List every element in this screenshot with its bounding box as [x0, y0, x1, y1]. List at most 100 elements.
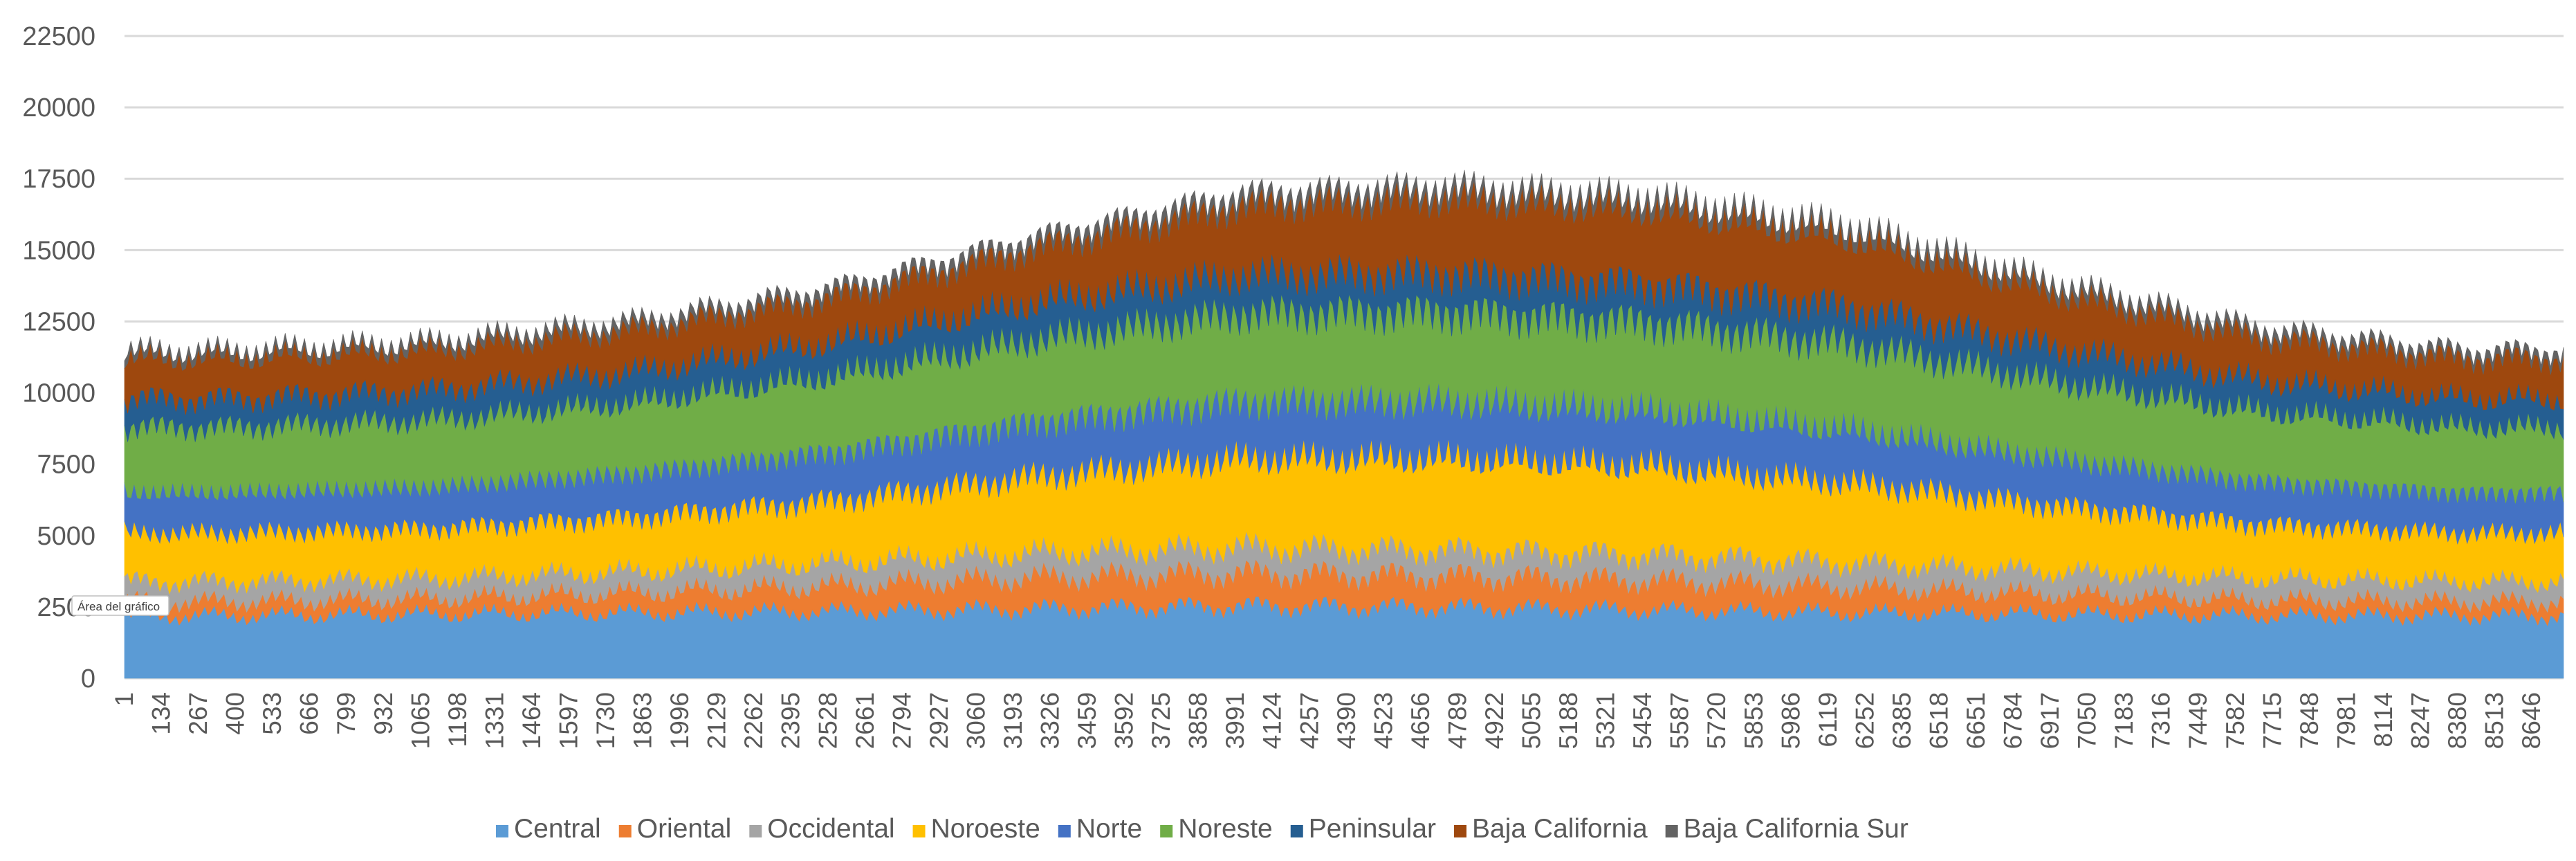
x-tick-label: 6518: [1925, 692, 1953, 749]
y-tick-label: 20000: [22, 93, 95, 123]
legend-item-noroeste[interactable]: Noroeste: [912, 814, 1040, 844]
legend-swatch: [1290, 825, 1303, 837]
x-tick-label: 267: [184, 692, 212, 735]
x-tick-label: 3193: [999, 692, 1027, 749]
x-tick-label: 1: [110, 692, 138, 707]
x-tick-label: 6385: [1888, 692, 1916, 749]
x-tick-label: 3592: [1110, 692, 1139, 749]
x-tick-label: 932: [369, 692, 398, 735]
series-area-baja-california-sur[interactable]: [124, 170, 2564, 375]
x-tick-label: 6119: [1814, 692, 1842, 747]
x-tick-label: 666: [295, 692, 324, 735]
x-tick-label: 7316: [2147, 692, 2175, 749]
x-tick-label: 2262: [739, 692, 768, 749]
x-tick-label: 1730: [591, 692, 620, 749]
x-tick-label: 1331: [480, 692, 508, 749]
x-tick-label: 1597: [555, 692, 583, 749]
plot-area[interactable]: [124, 170, 2564, 679]
x-tick-label: 3326: [1036, 692, 1065, 749]
legend-item-oriental[interactable]: Oriental: [618, 814, 732, 844]
legend-label: Central: [514, 814, 601, 844]
x-tick-label: 6917: [2036, 692, 2064, 749]
y-tick-label: 7500: [37, 451, 95, 480]
legend-swatch: [1665, 825, 1678, 837]
legend-swatch: [618, 825, 632, 837]
x-tick-label: 6784: [1999, 692, 2027, 749]
legend-swatch: [912, 825, 926, 837]
x-tick-label: 1996: [665, 692, 694, 749]
legend-item-norte[interactable]: Norte: [1058, 814, 1142, 844]
legend-label: Oriental: [637, 814, 732, 844]
y-axis: 0250050007500100001250015000175002000022…: [22, 22, 95, 694]
x-tick-label: 7050: [2073, 692, 2101, 749]
x-tick-label: 400: [221, 692, 250, 735]
x-tick-label: 5055: [1518, 692, 1546, 749]
x-tick-label: 1198: [443, 692, 472, 747]
y-tick-label: 17500: [22, 165, 95, 194]
x-tick-label: 5321: [1592, 692, 1620, 749]
tooltip-box: [71, 595, 169, 616]
x-tick-label: 1065: [406, 692, 434, 749]
x-axis: 1 134 267 400 533 666 799 932 1065 1198 1331 1464 15…: [110, 692, 2546, 749]
x-tick-label: 7715: [2258, 692, 2286, 749]
legend-label: Noreste: [1178, 814, 1273, 844]
legend[interactable]: Central Oriental Occidental Noroeste Norte No…: [496, 814, 1908, 844]
x-tick-label: 2661: [851, 692, 879, 749]
legend-item-baja-california-sur[interactable]: Baja California Sur: [1665, 814, 1908, 844]
x-tick-label: 2395: [777, 692, 805, 749]
legend-label: Norte: [1076, 814, 1142, 844]
legend-item-central[interactable]: Central: [496, 814, 601, 844]
x-tick-label: 5720: [1702, 692, 1731, 749]
x-tick-label: 2129: [703, 692, 731, 749]
x-tick-label: 3459: [1073, 692, 1101, 749]
x-tick-label: 7449: [2184, 692, 2212, 749]
x-tick-label: 5986: [1776, 692, 1805, 749]
legend-swatch: [1058, 825, 1071, 837]
y-tick-label: 0: [81, 664, 95, 694]
x-tick-label: 3858: [1184, 692, 1213, 749]
x-tick-label: 4257: [1295, 692, 1323, 749]
legend-label: Peninsular: [1309, 814, 1436, 844]
x-tick-label: 6252: [1850, 692, 1879, 749]
x-tick-label: 4390: [1332, 692, 1361, 749]
legend-label: Noroeste: [931, 814, 1040, 844]
x-tick-label: 2794: [887, 692, 916, 749]
x-tick-label: 8513: [2481, 692, 2509, 749]
x-tick-label: 134: [147, 692, 176, 735]
x-tick-label: 3725: [1147, 692, 1175, 749]
x-tick-label: 5587: [1666, 692, 1694, 749]
legend-item-baja-california[interactable]: Baja California: [1454, 814, 1648, 844]
legend-item-peninsular[interactable]: Peninsular: [1290, 814, 1436, 844]
chart-area-tooltip: Área del gráfico: [71, 595, 169, 616]
x-tick-label: 8247: [2407, 692, 2435, 749]
y-tick-label: 12500: [22, 307, 95, 336]
x-tick-label: 5188: [1554, 692, 1583, 749]
y-tick-label: 5000: [37, 522, 95, 551]
x-tick-label: 2528: [813, 692, 842, 749]
x-tick-label: 533: [258, 692, 286, 735]
legend-swatch: [1454, 825, 1467, 837]
x-tick-label: 1863: [629, 692, 657, 749]
x-tick-label: 4523: [1369, 692, 1397, 749]
x-tick-label: 7848: [2295, 692, 2324, 749]
x-tick-label: 8114: [2369, 692, 2398, 747]
x-tick-label: 7981: [2332, 692, 2360, 749]
legend-swatch: [1160, 825, 1173, 837]
y-tick-label: 10000: [22, 379, 95, 408]
x-tick-label: 4789: [1443, 692, 1471, 749]
x-tick-label: 799: [332, 692, 360, 735]
x-tick-label: 5454: [1628, 692, 1657, 749]
x-tick-label: 4922: [1480, 692, 1509, 749]
y-tick-label: 22500: [22, 22, 95, 51]
legend-item-occidental[interactable]: Occidental: [749, 814, 895, 844]
legend-label: Occidental: [767, 814, 894, 844]
x-tick-label: 1464: [517, 692, 546, 749]
x-tick-label: 6651: [1962, 692, 1990, 749]
x-tick-label: 2927: [925, 692, 953, 749]
x-tick-label: 8380: [2443, 692, 2472, 749]
x-tick-label: 3060: [962, 692, 990, 749]
legend-label: Baja California: [1472, 814, 1648, 844]
x-tick-label: 5853: [1740, 692, 1768, 749]
legend-item-noreste[interactable]: Noreste: [1160, 814, 1273, 844]
